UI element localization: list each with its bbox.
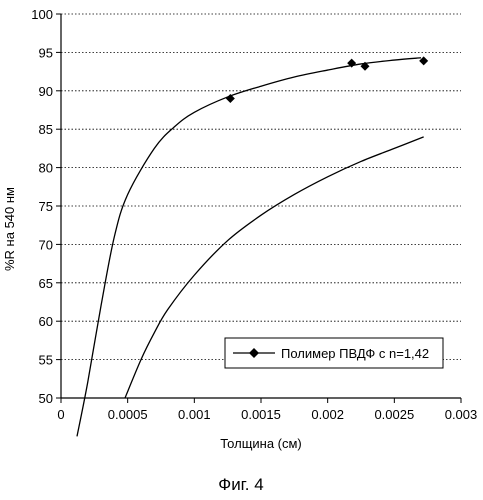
y-tick-label: 85	[39, 122, 53, 137]
y-tick-label: 60	[39, 314, 53, 329]
y-tick-label: 75	[39, 199, 53, 214]
data-point-diamond	[419, 56, 429, 66]
data-point-diamond	[225, 93, 235, 103]
x-tick-label: 0	[57, 407, 64, 422]
legend: Полимер ПВДФ с n=1,42	[224, 337, 444, 369]
y-tick-label: 95	[39, 45, 53, 60]
legend-diamond-icon	[249, 348, 259, 358]
curve-1	[76, 57, 422, 437]
legend-entry-label: Полимер ПВДФ с n=1,42	[281, 346, 429, 361]
y-tick-label: 70	[39, 237, 53, 252]
fitted-curves	[76, 57, 424, 437]
x-tick-label: 0.002	[311, 407, 344, 422]
x-tick-label: 0.0005	[108, 407, 148, 422]
x-tick-label: 0.003	[445, 407, 478, 422]
data-point-diamond	[347, 58, 357, 68]
x-tick-label: 0.0025	[374, 407, 414, 422]
y-tick-label: 50	[39, 391, 53, 406]
tick-labels: 50 55 60 65 70 75 80 85 90 95 100 0 0.0005 0.001 0.001…	[31, 7, 477, 422]
y-tick-label: 65	[39, 276, 53, 291]
axes	[56, 13, 462, 403]
x-tick-label: 0.001	[178, 407, 211, 422]
figure-caption: Фиг. 4	[218, 475, 263, 494]
x-axis-title: Толщина (см)	[220, 436, 302, 451]
y-axis-title: %R на 540 нм	[2, 187, 17, 271]
y-tick-label: 80	[39, 161, 53, 176]
curve-2	[124, 136, 424, 399]
data-point-diamond	[360, 61, 370, 71]
grid-lines	[61, 13, 461, 361]
y-tick-label: 100	[31, 7, 53, 22]
y-tick-label: 90	[39, 84, 53, 99]
x-tick-label: 0.0015	[241, 407, 281, 422]
data-markers	[225, 56, 429, 103]
y-tick-label: 55	[39, 353, 53, 368]
